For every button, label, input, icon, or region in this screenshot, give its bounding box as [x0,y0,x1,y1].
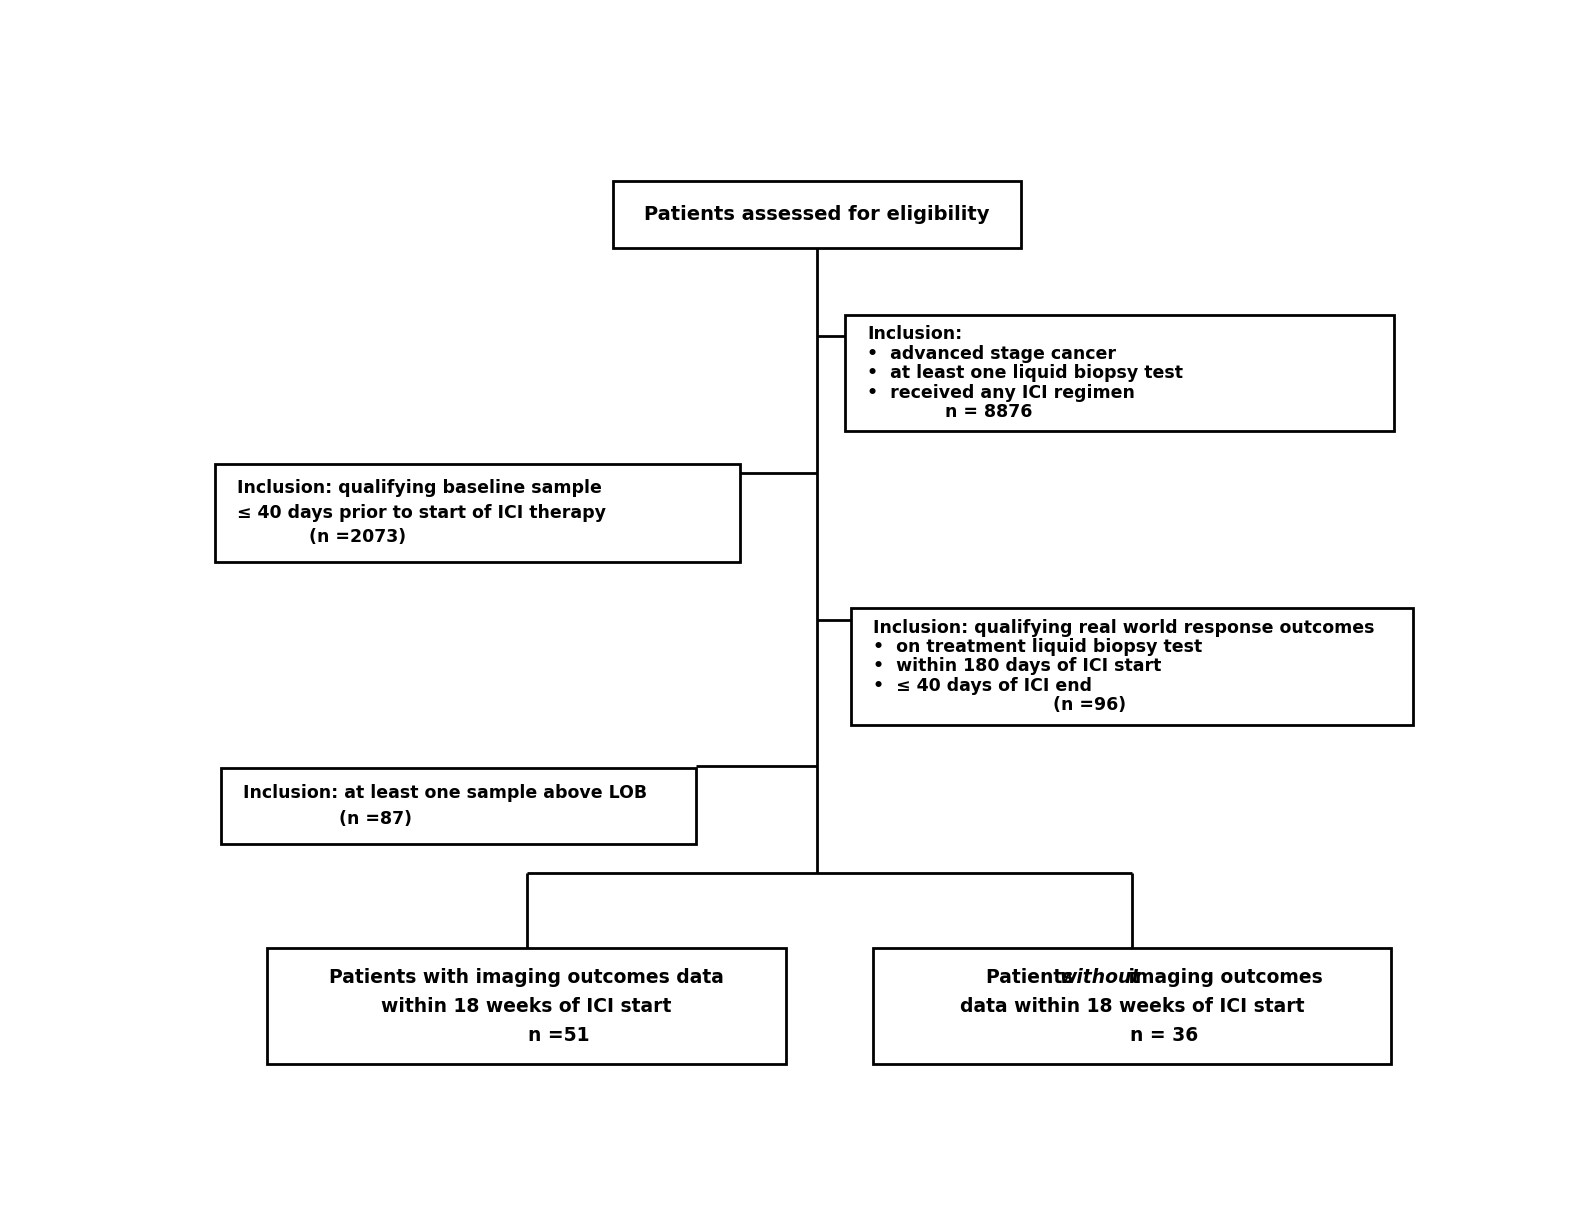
Text: Inclusion:: Inclusion: [867,325,963,343]
FancyBboxPatch shape [845,316,1395,432]
Text: Patients: Patients [987,967,1081,987]
FancyBboxPatch shape [222,768,697,844]
Text: Inclusion: qualifying real world response outcomes: Inclusion: qualifying real world respons… [874,619,1374,637]
FancyBboxPatch shape [215,464,740,562]
Text: (n =2073): (n =2073) [238,528,406,546]
Text: •  advanced stage cancer: • advanced stage cancer [867,345,1116,363]
Text: within 18 weeks of ICI start: within 18 weeks of ICI start [381,996,671,1016]
FancyBboxPatch shape [872,948,1392,1064]
Text: n =51: n =51 [464,1025,590,1045]
Text: Patients assessed for eligibility: Patients assessed for eligibility [644,206,990,225]
Text: (n =87): (n =87) [244,810,413,828]
Text: •  received any ICI regimen: • received any ICI regimen [867,383,1135,401]
Text: (n =96): (n =96) [874,696,1127,715]
Text: •  ≤ 40 days of ICI end: • ≤ 40 days of ICI end [874,677,1092,695]
Text: data within 18 weeks of ICI start: data within 18 weeks of ICI start [960,996,1304,1016]
Text: •  at least one liquid biopsy test: • at least one liquid biopsy test [867,364,1183,382]
Text: ≤ 40 days prior to start of ICI therapy: ≤ 40 days prior to start of ICI therapy [238,504,606,522]
FancyBboxPatch shape [614,181,1020,248]
FancyBboxPatch shape [268,948,786,1064]
FancyBboxPatch shape [851,608,1412,724]
Text: n = 36: n = 36 [1065,1025,1199,1045]
Text: •  within 180 days of ICI start: • within 180 days of ICI start [874,658,1162,676]
Text: Patients with imaging outcomes data: Patients with imaging outcomes data [330,967,724,987]
Text: without: without [1058,967,1140,987]
Text: Inclusion: at least one sample above LOB: Inclusion: at least one sample above LOB [244,785,647,803]
Text: imaging outcomes: imaging outcomes [1122,967,1323,987]
Text: •  on treatment liquid biopsy test: • on treatment liquid biopsy test [874,638,1202,656]
Text: n = 8876: n = 8876 [867,403,1033,421]
Text: Inclusion: qualifying baseline sample: Inclusion: qualifying baseline sample [238,479,603,497]
